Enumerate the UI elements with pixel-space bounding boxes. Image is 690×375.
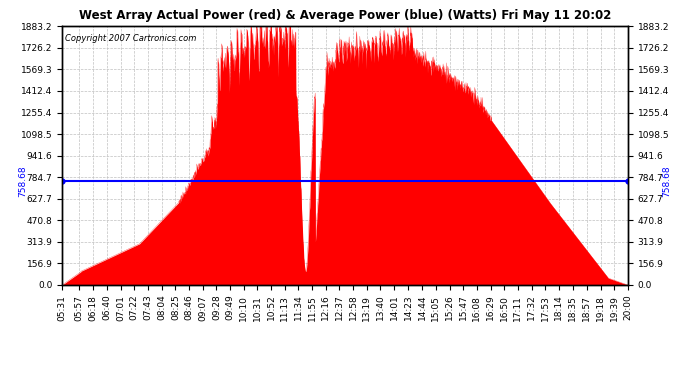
Text: West Array Actual Power (red) & Average Power (blue) (Watts) Fri May 11 20:02: West Array Actual Power (red) & Average … bbox=[79, 9, 611, 22]
Text: Copyright 2007 Cartronics.com: Copyright 2007 Cartronics.com bbox=[65, 34, 196, 43]
Text: 758.68: 758.68 bbox=[662, 165, 671, 196]
Text: 758.68: 758.68 bbox=[19, 165, 28, 196]
